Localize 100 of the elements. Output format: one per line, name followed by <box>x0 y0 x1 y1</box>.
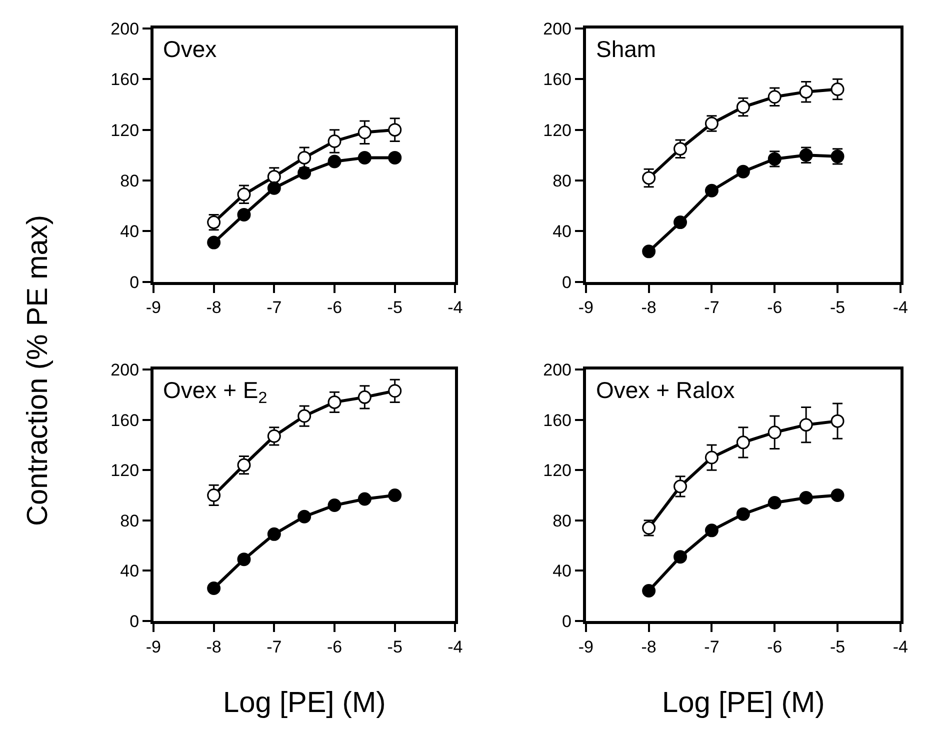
y-axis-title: Contraction (% PE max) <box>22 214 54 526</box>
point <box>704 450 718 464</box>
point <box>799 490 813 504</box>
x-tick-label: -7 <box>266 298 282 318</box>
chart-title: Ovex + E$_{2}$ <box>163 377 268 407</box>
y-tick-label: 120 <box>543 461 572 480</box>
y-tick-label: 40 <box>552 562 572 581</box>
y-tick-label: 0 <box>130 272 140 292</box>
chart-title: Ovex + Ralox <box>596 377 736 403</box>
y-tick-label: 0 <box>562 272 572 292</box>
x-tick-label: -9 <box>578 637 594 656</box>
y-tick-label: 160 <box>110 70 140 90</box>
point <box>328 154 342 168</box>
point <box>388 123 402 137</box>
point <box>298 510 312 524</box>
y-tick-label: 200 <box>110 360 140 380</box>
x-tick-label: -8 <box>206 637 222 656</box>
y-tick-label: 80 <box>120 511 140 530</box>
y-tick-label: 0 <box>130 612 140 631</box>
y-tick-label: 120 <box>110 120 140 140</box>
x-tick-label: -6 <box>326 298 342 318</box>
point <box>207 488 221 502</box>
x-tick-label: -8 <box>641 298 656 318</box>
point <box>674 216 688 230</box>
point <box>704 184 718 198</box>
point <box>358 150 372 164</box>
y-tick-label: 200 <box>110 19 140 38</box>
y-tick-label: 40 <box>120 562 140 581</box>
point <box>768 426 782 440</box>
point <box>674 550 688 564</box>
chart-title: Sham <box>596 36 656 62</box>
point <box>358 390 372 404</box>
point <box>358 492 372 506</box>
y-tick-label: 80 <box>552 511 572 530</box>
point <box>328 395 342 409</box>
x-tick-label: -5 <box>830 298 846 318</box>
point <box>388 384 402 398</box>
point <box>237 458 251 472</box>
x-tick-label: -8 <box>641 637 656 656</box>
point <box>267 527 281 541</box>
point <box>388 488 402 502</box>
x-tick-label: -9 <box>146 637 162 656</box>
point <box>830 488 844 502</box>
point <box>267 429 281 443</box>
x-tick-label: -5 <box>387 298 402 318</box>
x-tick-label: -6 <box>767 637 782 656</box>
x-tick-label: -6 <box>767 298 782 318</box>
y-tick-label: 120 <box>110 461 140 480</box>
y-tick-label: 160 <box>110 410 140 430</box>
point <box>736 436 750 450</box>
point <box>642 171 656 185</box>
x-axis-title: Log [PE] (M) <box>223 687 386 719</box>
point <box>298 166 312 180</box>
point <box>736 100 750 114</box>
point <box>298 409 312 423</box>
point <box>388 150 402 164</box>
point <box>736 507 750 521</box>
point <box>736 164 750 178</box>
x-tick-label: -4 <box>892 637 908 656</box>
point <box>298 150 312 164</box>
point <box>799 85 813 99</box>
y-tick-label: 200 <box>543 360 572 380</box>
y-tick-label: 40 <box>552 222 572 242</box>
point <box>328 498 342 512</box>
x-tick-label: -4 <box>448 298 463 318</box>
point <box>799 418 813 432</box>
point <box>207 581 221 595</box>
y-tick-label: 200 <box>543 19 572 38</box>
y-tick-label: 160 <box>543 410 572 430</box>
point <box>328 134 342 148</box>
point <box>768 90 782 104</box>
y-tick-label: 0 <box>562 612 572 631</box>
point <box>267 181 281 195</box>
x-tick-label: -4 <box>892 298 908 318</box>
point <box>642 584 656 598</box>
x-tick-label: -7 <box>266 637 282 656</box>
x-tick-label: -7 <box>704 298 720 318</box>
x-tick-label: -4 <box>448 637 463 656</box>
point <box>674 480 688 494</box>
point <box>704 524 718 538</box>
point <box>207 236 221 250</box>
x-tick-label: -5 <box>387 637 402 656</box>
point <box>642 244 656 258</box>
point <box>237 552 251 566</box>
point <box>674 142 688 156</box>
point <box>768 496 782 510</box>
y-tick-label: 40 <box>120 222 140 242</box>
point <box>237 208 251 222</box>
x-tick-label: -8 <box>206 298 222 318</box>
x-tick-label: -9 <box>146 298 162 318</box>
y-tick-label: 80 <box>552 171 572 190</box>
chart-title: Ovex <box>163 36 218 62</box>
point <box>830 414 844 428</box>
x-axis-title: Log [PE] (M) <box>662 687 825 719</box>
y-tick-label: 160 <box>543 70 572 90</box>
x-tick-label: -5 <box>830 637 846 656</box>
y-tick-label: 120 <box>543 120 572 140</box>
x-tick-label: -7 <box>704 637 720 656</box>
point <box>267 170 281 184</box>
x-tick-label: -6 <box>326 637 342 656</box>
